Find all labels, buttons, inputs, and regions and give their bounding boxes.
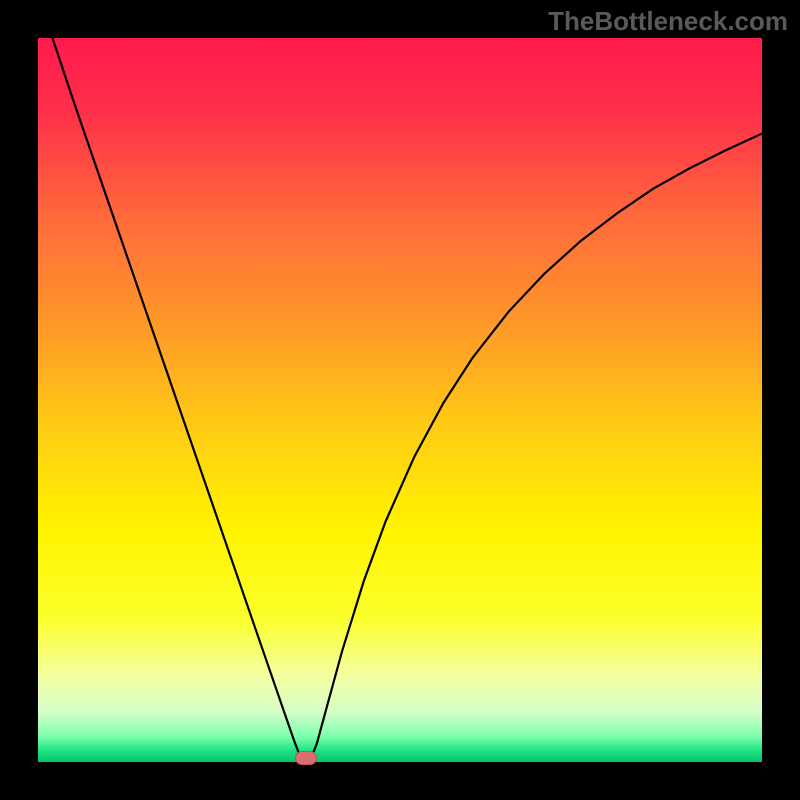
plot-area: [38, 38, 762, 762]
minimum-marker: [295, 751, 317, 765]
chart-container: TheBottleneck.com: [0, 0, 800, 800]
gradient-background: [38, 38, 762, 762]
watermark-text: TheBottleneck.com: [548, 6, 788, 37]
